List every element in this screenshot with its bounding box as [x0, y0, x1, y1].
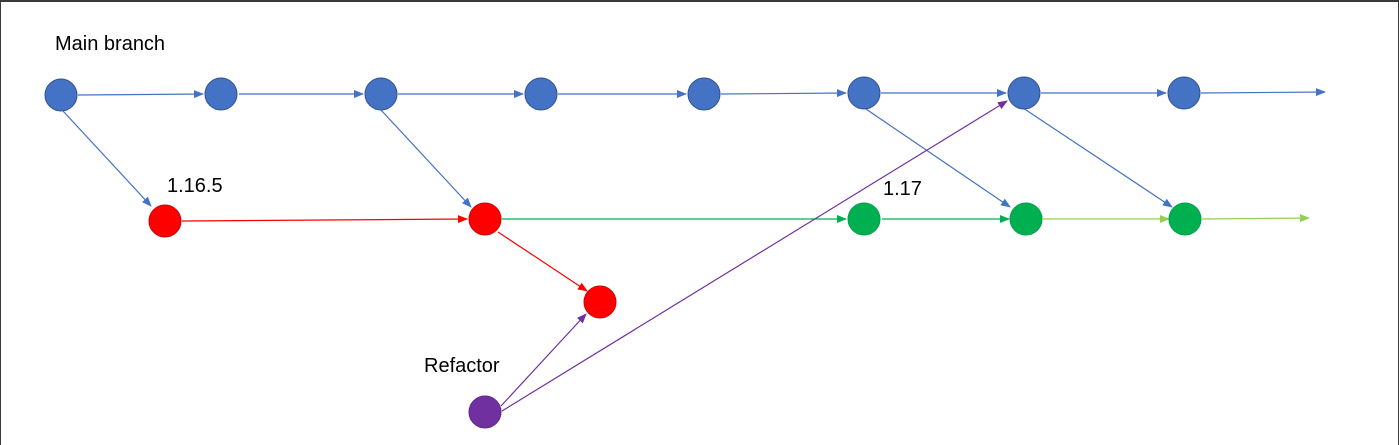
- release-1165-commit-node: [583, 285, 617, 319]
- main-edge: [720, 89, 847, 98]
- refactor-edge: [500, 313, 587, 407]
- merge-edge: [1022, 107, 1173, 208]
- release-117-commit-node: [847, 202, 881, 236]
- refactor-commit-node: [468, 395, 502, 429]
- refactor-edges: [500, 100, 1008, 412]
- refactor-commits: [468, 395, 502, 429]
- release-1165-label: 1.16.5: [167, 175, 223, 197]
- branch-off-edge: [62, 110, 152, 207]
- merge-edge: [862, 106, 1011, 208]
- release-117-commit-node: [1009, 202, 1043, 236]
- release-1165-edges: [181, 215, 588, 292]
- main-edge-tail: [1200, 88, 1326, 97]
- release-1165-edge: [181, 215, 468, 224]
- release-117-commits: [847, 202, 1202, 236]
- main-commit-node: [847, 76, 881, 110]
- main-edge: [77, 90, 204, 99]
- main-commit-node: [1007, 76, 1041, 110]
- main-commit-node: [44, 78, 78, 112]
- release-1165-commits: [148, 202, 617, 319]
- main-commit-node: [204, 77, 238, 111]
- main-branch-commits: [44, 76, 1201, 112]
- release-1165-commit-node: [148, 204, 182, 238]
- main-commit-node: [364, 77, 398, 111]
- refactor-edge: [501, 100, 1008, 412]
- release-1165-commit-node: [468, 202, 502, 236]
- branch-off-edge: [380, 109, 472, 208]
- main-commit-node: [1167, 76, 1201, 110]
- release-117-edges: [502, 214, 1310, 223]
- main-branch-edges: [62, 88, 1326, 208]
- main-commit-node: [524, 77, 558, 111]
- main-commit-node: [687, 77, 721, 111]
- release-117-label: 1.17: [883, 178, 922, 200]
- release-1165-edge: [497, 231, 588, 292]
- main-branch-label: Main branch: [55, 33, 165, 55]
- release-117-edge-tail: [1201, 214, 1310, 223]
- refactor-label: Refactor: [424, 355, 500, 377]
- release-117-commit-node: [1168, 202, 1202, 236]
